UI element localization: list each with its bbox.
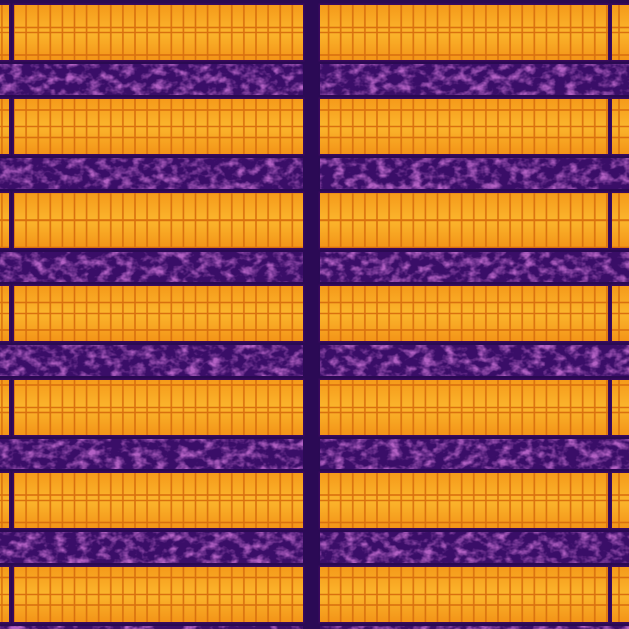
column-gap [303, 0, 320, 629]
